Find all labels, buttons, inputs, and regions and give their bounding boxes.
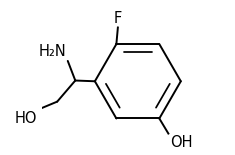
Text: OH: OH <box>170 135 192 150</box>
Text: F: F <box>114 11 122 26</box>
Text: H₂N: H₂N <box>39 44 66 59</box>
Text: HO: HO <box>15 111 38 126</box>
